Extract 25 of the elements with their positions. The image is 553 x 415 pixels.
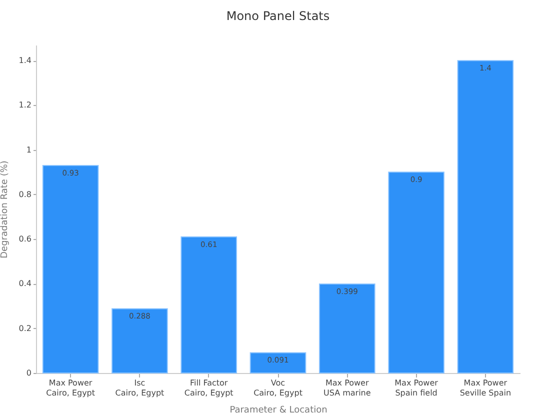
x-tick-label: Max Power Seville Spain: [460, 378, 512, 398]
bar: [112, 308, 168, 374]
x-axis-title: Parameter & Location: [230, 406, 328, 415]
y-tick-label: 0.2: [18, 324, 32, 333]
bar: [180, 236, 238, 374]
bar: [42, 164, 99, 374]
bar: [457, 60, 514, 374]
y-tick-label: 0.4: [18, 279, 32, 288]
y-tick-label: 0.6: [18, 234, 32, 244]
x-tick-label: Max Power Cairo, Egypt: [46, 378, 96, 398]
y-axis-title: Degradation Rate (%): [0, 160, 10, 258]
chart-title: Mono Panel Stats: [226, 9, 330, 23]
bar: [250, 352, 306, 374]
bar: [318, 283, 376, 374]
x-tick-label: Isc Cairo, Egypt: [115, 378, 164, 398]
bar: [388, 172, 444, 374]
y-tick-label: 1.2: [18, 100, 32, 110]
x-tick-label: Fill Factor Cairo, Egypt: [184, 378, 234, 398]
y-tick-label: 1: [26, 145, 32, 154]
y-tick-label: 0.8: [18, 190, 32, 199]
x-tick-label: Max Power Spain field: [394, 378, 439, 398]
y-tick-label: 0: [26, 368, 32, 378]
x-tick-label: Voc Cairo, Egypt: [254, 378, 302, 398]
y-tick-label: 1.4: [18, 56, 32, 66]
x-tick-label: Max Power USA marine: [323, 378, 371, 398]
